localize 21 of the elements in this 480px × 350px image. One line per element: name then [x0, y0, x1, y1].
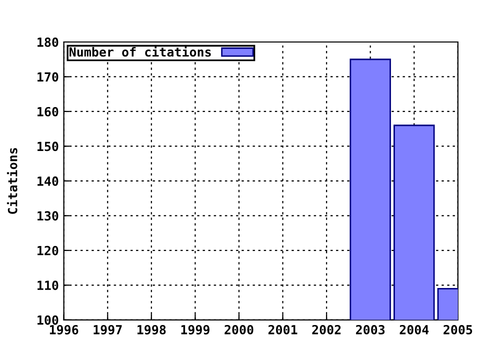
y-tick-label: 150 [38, 142, 58, 152]
legend-label: Number of citations [70, 46, 211, 57]
y-tick-label: 100 [38, 315, 58, 325]
x-tick-label: 1999 [181, 325, 210, 334]
x-tick-label: 1996 [50, 324, 78, 334]
x-tick-label: 2004 [400, 324, 429, 334]
x-tick-label: 2003 [356, 324, 385, 334]
y-axis-title: Citations [6, 148, 18, 214]
x-tick-label: 1998 [138, 324, 166, 334]
x-tick-label: 1997 [94, 325, 122, 334]
y-tick-label: 110 [38, 280, 58, 290]
x-tick-label: 2005 [444, 324, 472, 334]
y-tick-label: 130 [38, 211, 58, 221]
y-tick-label: 120 [38, 246, 58, 256]
x-tick-label: 2001 [268, 324, 298, 334]
y-tick-label: 160 [38, 106, 58, 116]
y-tick-label: 170 [38, 72, 58, 82]
y-tick-label: 180 [38, 37, 58, 47]
y-tick-label: 140 [38, 176, 58, 186]
x-tick-label: 2002 [312, 324, 341, 334]
x-tick-label: 2000 [224, 324, 254, 334]
